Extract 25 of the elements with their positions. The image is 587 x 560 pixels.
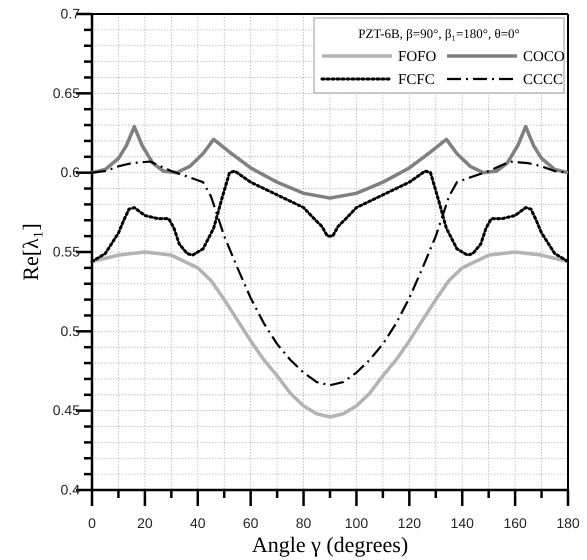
x-tick-label: 100 bbox=[344, 514, 368, 531]
x-tick-label: 20 bbox=[137, 514, 153, 531]
y-tick-label: 0.7 bbox=[60, 5, 80, 22]
x-tick-label: 120 bbox=[398, 514, 422, 531]
x-tick-label: 0 bbox=[88, 514, 96, 531]
line-series bbox=[90, 124, 570, 200]
legend-title: PZT-6B, β=90°, β₁=180°, θ=0° bbox=[358, 26, 520, 41]
y-tick-label: 0.6 bbox=[60, 164, 80, 180]
y-tick-label: 0.4 bbox=[60, 481, 80, 498]
legend-label: FCFC bbox=[398, 72, 435, 88]
x-tick-label: 140 bbox=[450, 514, 474, 531]
y-axis-title: Re[λ₁] bbox=[18, 223, 43, 281]
x-tick-label: 40 bbox=[190, 514, 206, 531]
x-tick-label: 160 bbox=[503, 514, 528, 531]
x-tick-label: 60 bbox=[242, 514, 259, 531]
x-tick-label: 80 bbox=[296, 514, 312, 531]
y-tick-label: 0.5 bbox=[60, 322, 80, 339]
x-axis-title: Angle γ (degrees) bbox=[252, 532, 408, 557]
legend-label: FOFO bbox=[398, 49, 437, 65]
legend-label: CCCC bbox=[523, 72, 564, 88]
y-tick-label: 0.45 bbox=[52, 402, 80, 418]
legend-label: COCO bbox=[523, 49, 565, 65]
y-tick-label: 0.65 bbox=[52, 84, 80, 101]
x-tick-label: 180 bbox=[556, 514, 580, 531]
y-tick-label: 0.55 bbox=[52, 243, 80, 260]
